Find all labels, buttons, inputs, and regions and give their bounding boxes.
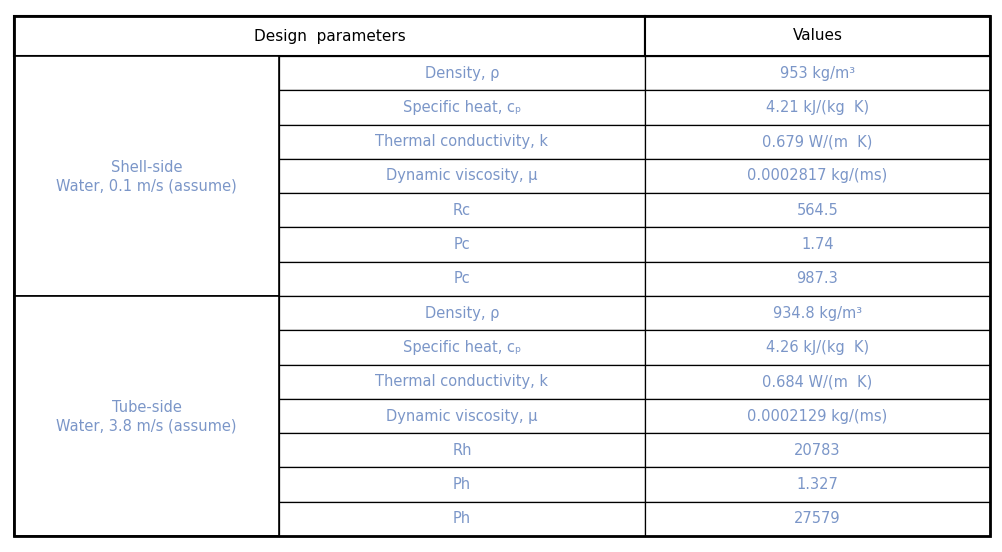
Bar [14, 56, 279, 296]
Bar [645, 433, 990, 468]
Bar [279, 364, 645, 399]
Bar [645, 159, 990, 193]
Text: 0.0002817 kg/(ms): 0.0002817 kg/(ms) [747, 168, 888, 183]
Text: Dynamic viscosity, μ: Dynamic viscosity, μ [386, 408, 538, 423]
Bar [279, 227, 645, 262]
Bar [645, 193, 990, 227]
Bar [279, 502, 645, 536]
Text: Tube-side: Tube-side [111, 401, 181, 416]
Text: 0.684 W/(m  K): 0.684 W/(m K) [763, 374, 873, 389]
Text: Specific heat, cₚ: Specific heat, cₚ [403, 100, 521, 115]
Bar [279, 330, 645, 364]
Bar [279, 468, 645, 502]
Bar [645, 227, 990, 262]
Text: 0.0002129 kg/(ms): 0.0002129 kg/(ms) [747, 408, 888, 423]
Bar [279, 56, 645, 91]
Text: Water, 3.8 m/s (assume): Water, 3.8 m/s (assume) [56, 418, 236, 433]
Bar [279, 193, 645, 227]
Text: 4.21 kJ/(kg  K): 4.21 kJ/(kg K) [766, 100, 869, 115]
Bar [279, 433, 645, 468]
Text: 0.679 W/(m  K): 0.679 W/(m K) [763, 134, 873, 149]
Text: Density, ρ: Density, ρ [425, 66, 499, 81]
Text: Water, 0.1 m/s (assume): Water, 0.1 m/s (assume) [56, 178, 236, 194]
Text: 934.8 kg/m³: 934.8 kg/m³ [773, 306, 862, 321]
Text: Shell-side: Shell-side [111, 161, 182, 176]
Bar [14, 16, 645, 56]
Text: Ph: Ph [453, 511, 471, 527]
Text: 564.5: 564.5 [797, 203, 839, 218]
Text: 4.26 kJ/(kg  K): 4.26 kJ/(kg K) [766, 340, 869, 355]
Text: Rc: Rc [453, 203, 471, 218]
Text: Design  parameters: Design parameters [254, 29, 406, 44]
Bar [645, 16, 990, 56]
Text: Thermal conductivity, k: Thermal conductivity, k [376, 374, 548, 389]
Bar [645, 91, 990, 125]
Bar [645, 468, 990, 502]
Text: Values: Values [793, 29, 843, 44]
Text: 27579: 27579 [795, 511, 841, 527]
Bar [279, 296, 645, 330]
Bar [645, 502, 990, 536]
Text: Pc: Pc [454, 272, 470, 286]
Bar [645, 125, 990, 159]
Bar [279, 91, 645, 125]
Text: 953 kg/m³: 953 kg/m³ [780, 66, 855, 81]
Bar [645, 399, 990, 433]
Bar [645, 330, 990, 364]
Text: Dynamic viscosity, μ: Dynamic viscosity, μ [386, 168, 538, 183]
Text: Specific heat, cₚ: Specific heat, cₚ [403, 340, 521, 355]
Bar [645, 364, 990, 399]
Text: 1.74: 1.74 [802, 237, 834, 252]
Text: 987.3: 987.3 [797, 272, 839, 286]
Bar [279, 159, 645, 193]
Bar [279, 125, 645, 159]
Bar [279, 399, 645, 433]
Text: Pc: Pc [454, 237, 470, 252]
Bar [645, 56, 990, 91]
Bar [14, 296, 279, 536]
Text: 1.327: 1.327 [797, 477, 839, 492]
Bar [645, 296, 990, 330]
Text: Thermal conductivity, k: Thermal conductivity, k [376, 134, 548, 149]
Text: Rh: Rh [452, 443, 472, 458]
Text: Ph: Ph [453, 477, 471, 492]
Text: 20783: 20783 [795, 443, 841, 458]
Bar [645, 262, 990, 296]
Bar [279, 262, 645, 296]
Text: Density, ρ: Density, ρ [425, 306, 499, 321]
